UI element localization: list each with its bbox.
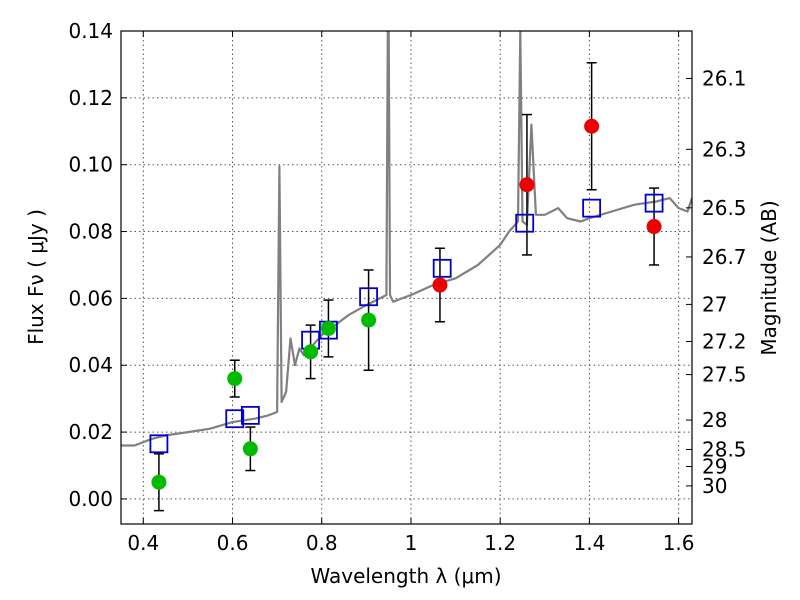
right-axis-title: Magnitude (AB): [757, 200, 781, 355]
observed-circle-marker: [361, 312, 377, 328]
x-tick-label: 0.4: [127, 531, 159, 555]
model-square-marker: [432, 258, 452, 278]
x-tick-label: 0.8: [306, 531, 338, 555]
observed-circle-marker: [584, 118, 600, 134]
x-tick-label: 1.6: [663, 531, 695, 555]
model-square-marker: [240, 405, 260, 425]
tick-labels: 0.4 0.6 0.8 1 1.2 1.4 1.6 0.00 0.02 0.04 0.06 0.08 0…: [68, 19, 746, 555]
y-tick-label: 0.00: [68, 487, 113, 511]
model-square-marker: [359, 287, 378, 307]
model-square-marker: [644, 193, 664, 213]
y-tick-label: 0.04: [68, 353, 113, 377]
y-tick-label: 0.02: [68, 420, 113, 444]
observed-circle-marker: [227, 371, 243, 387]
observed-circle-marker: [320, 320, 336, 336]
model-square-marker: [515, 213, 535, 233]
spectrum-layer: [121, 31, 692, 447]
y-tick-label: 0.12: [68, 86, 113, 110]
plot-area: [121, 31, 692, 512]
observed-circle-marker: [303, 344, 319, 360]
magnitude-tick-label: 26.5: [702, 196, 747, 220]
plot-frame: [120, 30, 693, 525]
magnitude-tick-label: 26.3: [702, 137, 747, 161]
x-tick-label: 1.2: [484, 531, 516, 555]
x-axis-title: Wavelength λ (μm): [310, 564, 501, 588]
axis-ticks: [121, 30, 692, 524]
error-bar-layer: [153, 62, 660, 512]
y-tick-label: 0.08: [68, 220, 113, 244]
magnitude-tick-label: 29: [702, 455, 727, 479]
x-tick-label: 1: [405, 531, 418, 555]
magnitude-tick-label: 27: [702, 292, 727, 316]
magnitude-tick-label: 30: [702, 474, 727, 498]
magnitude-tick-label: 26.1: [702, 66, 747, 90]
observed-circle-marker: [519, 177, 535, 193]
marker-layer: [149, 118, 664, 490]
magnitude-tick-label: 27.2: [702, 330, 747, 354]
observed-circle-marker: [242, 441, 258, 457]
x-tick-label: 1.4: [573, 531, 605, 555]
magnitude-tick-label: 28: [702, 408, 727, 432]
y-tick-label: 0.14: [68, 19, 113, 43]
observed-circle-marker: [646, 219, 662, 235]
grid: [121, 30, 692, 524]
magnitude-tick-label: 27.5: [702, 363, 747, 387]
y-tick-label: 0.06: [68, 286, 113, 310]
model-square-marker: [149, 434, 169, 454]
observed-circle-marker: [151, 474, 167, 490]
magnitude-tick-label: 28.5: [702, 437, 747, 461]
x-tick-label: 0.6: [217, 531, 249, 555]
y-axis-title: Flux Fν ( μJy ): [24, 209, 48, 345]
magnitude-tick-label: 26.7: [702, 245, 747, 269]
spectrum-line: [121, 31, 692, 447]
observed-circle-marker: [432, 277, 448, 293]
y-tick-label: 0.10: [68, 153, 113, 177]
model-square-marker: [582, 198, 602, 218]
model-square-marker: [225, 409, 245, 429]
